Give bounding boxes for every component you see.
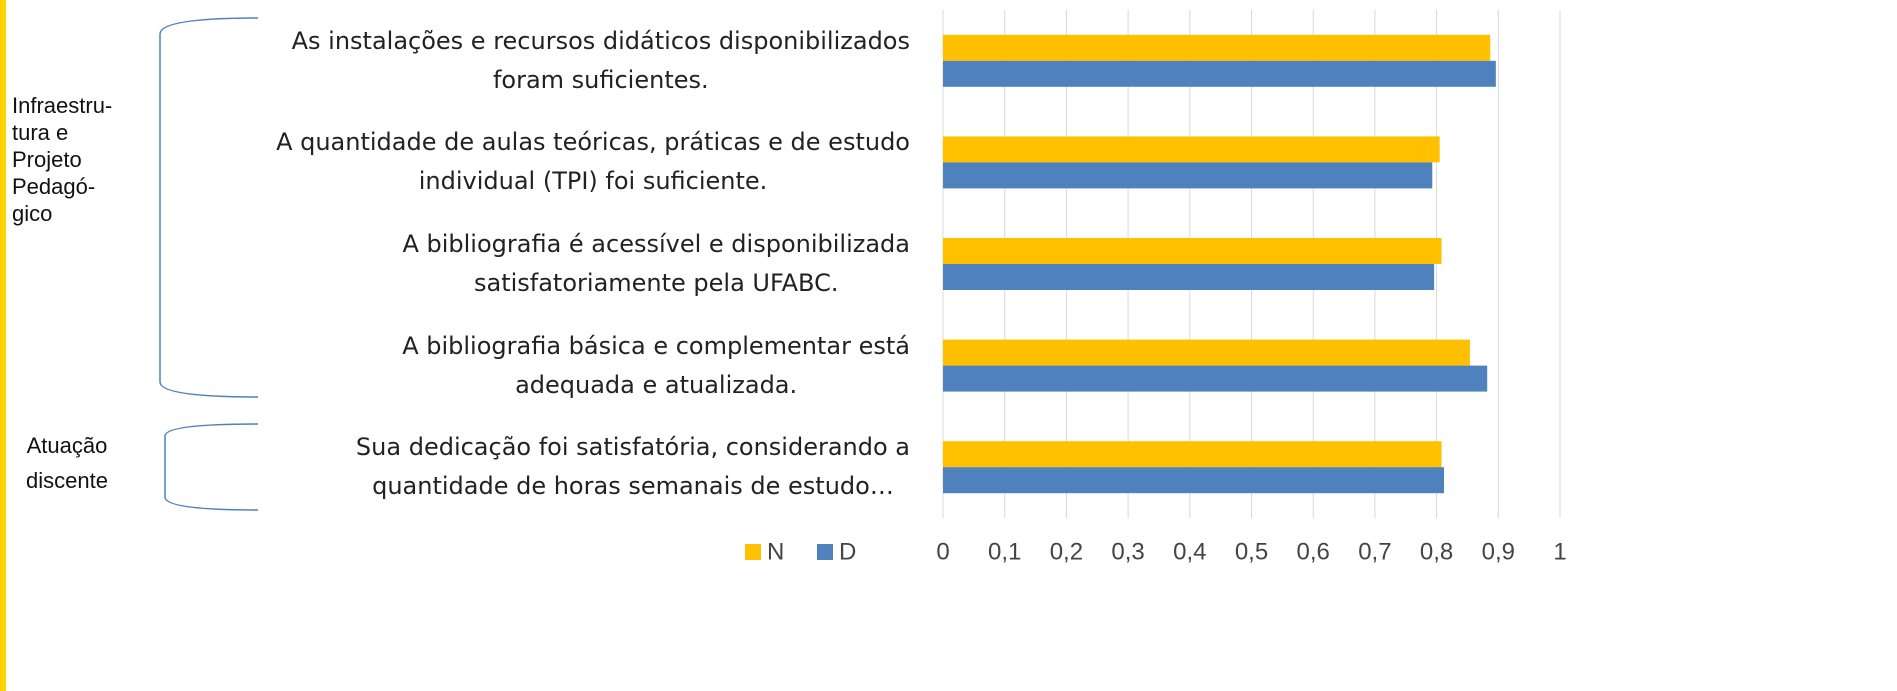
legend-label: D	[839, 538, 856, 565]
legend-swatch	[745, 544, 761, 560]
y-tick-label: Sua dedicação foi satisfatória, consider…	[355, 433, 910, 501]
side-stripe	[0, 0, 6, 691]
x-tick-label: 0	[936, 538, 949, 565]
x-tick-label: 0,1	[988, 538, 1021, 565]
bar	[943, 136, 1440, 163]
legend-label: N	[767, 538, 784, 565]
bar	[943, 365, 1488, 392]
x-tick-label: 0,7	[1358, 538, 1391, 565]
bar	[943, 60, 1496, 87]
group-brace	[164, 423, 259, 511]
x-tick-label: 0,6	[1297, 538, 1330, 565]
bar	[943, 162, 1433, 189]
y-tick-label: As instalações e recursos didáticos disp…	[291, 26, 910, 94]
group-brace	[159, 17, 259, 398]
bar	[943, 34, 1491, 61]
bar	[943, 264, 1435, 290]
bar	[943, 339, 1470, 366]
legend-swatch	[817, 544, 833, 560]
x-tick-label: 0,5	[1235, 538, 1268, 565]
x-tick-label: 0,8	[1420, 538, 1453, 565]
bar	[943, 441, 1442, 468]
y-tick-label: A bibliografia é acessível e disponibili…	[402, 230, 910, 297]
y-tick-label: A bibliografia básica e complementar est…	[402, 331, 910, 399]
x-tick-label: 0,9	[1482, 538, 1515, 565]
y-tick-label: A quantidade de aulas teóricas, práticas…	[276, 128, 910, 196]
group-label: Atuação discente	[26, 433, 108, 493]
group-label: Infraestru- tura e Projeto Pedagó- gico	[12, 93, 113, 226]
bar	[943, 238, 1442, 264]
x-tick-label: 1	[1553, 538, 1566, 565]
bar	[943, 467, 1445, 494]
x-tick-label: 0,3	[1111, 538, 1144, 565]
x-tick-label: 0,2	[1050, 538, 1083, 565]
x-tick-label: 0,4	[1173, 538, 1206, 565]
